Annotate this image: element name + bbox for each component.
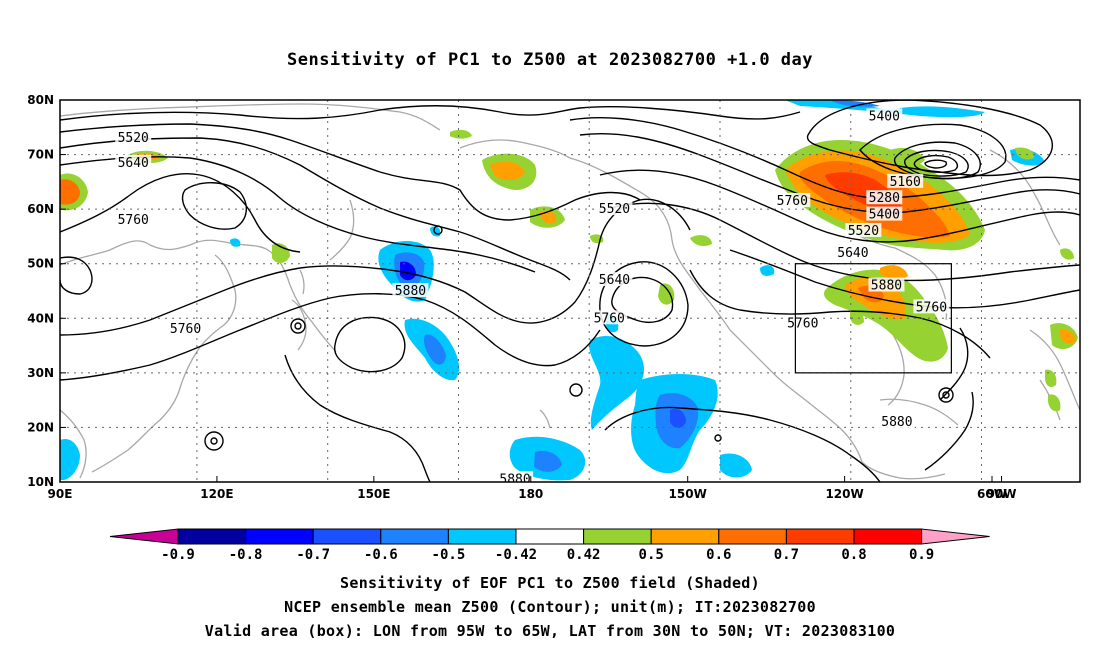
coastlines xyxy=(60,103,1080,480)
contour-label: 5400 xyxy=(869,109,900,124)
contour-label-bg xyxy=(866,108,903,123)
contour-label-bg xyxy=(866,190,903,205)
lat-tick-label: 80N xyxy=(27,93,54,107)
colorbar-label: -0.42 xyxy=(495,547,537,563)
footer-valid-area-caption: Valid area (box): LON from 95W to 65W, L… xyxy=(204,622,896,640)
colorbar: -0.9 -0.8 -0.7 -0.6 -0.5 -0.42 0.42 0.5 0.6 0.7 0.… xyxy=(109,528,990,563)
lat-tick-label: 50N xyxy=(27,257,54,271)
contour-label: 5520 xyxy=(118,131,149,146)
colorbar-high-arrow xyxy=(921,528,990,545)
contour-labels: 5520 5640 5760 5760 5880 5520 5640 5760 5760 5760… xyxy=(115,108,950,487)
contour-label-bg xyxy=(115,154,152,169)
contour-label-bg xyxy=(834,244,871,259)
contour-label: 5880 xyxy=(499,472,530,487)
colorbar-label: 0.5 xyxy=(639,547,664,563)
colorbar-segment xyxy=(785,528,855,545)
contour-label-bg xyxy=(774,192,811,207)
contour-label-bg xyxy=(115,212,152,227)
colorbar-segment xyxy=(853,528,923,545)
colorbar-label: 0.9 xyxy=(909,547,934,563)
lat-tick-label: 10N xyxy=(27,475,54,489)
contour-label: 5160 xyxy=(890,175,921,190)
contour-label-bg xyxy=(887,173,924,188)
contour-label: 5880 xyxy=(881,415,912,430)
contour-label-bg xyxy=(784,315,821,330)
contour-label: 5280 xyxy=(869,191,900,206)
colorbar-segment xyxy=(583,528,652,545)
lat-tick-label: 40N xyxy=(27,311,54,325)
lon-tick-label: 180 xyxy=(518,487,543,501)
lon-tick-label: 120W xyxy=(825,487,863,501)
contour-label-bg xyxy=(596,201,633,216)
lon-tick-label: 150E xyxy=(357,487,390,501)
colorbar-segment xyxy=(650,528,720,545)
contour-label: 5640 xyxy=(599,273,630,288)
contour-label: 5880 xyxy=(871,279,902,294)
lon-tick-label: 120E xyxy=(200,487,233,501)
sensitivity-shading xyxy=(60,100,1078,481)
lat-tick-label: 60N xyxy=(27,202,54,216)
colorbar-label: -0.8 xyxy=(229,547,263,563)
contour-label: 5400 xyxy=(869,208,900,223)
colorbar-segment xyxy=(380,528,449,545)
contour-label-bg xyxy=(845,222,882,237)
footer-contour-caption: NCEP ensemble mean Z500 (Contour); unit(… xyxy=(284,598,816,616)
plot-frame xyxy=(59,99,1081,483)
contour-label: 5520 xyxy=(599,202,630,217)
contour-label: 5640 xyxy=(118,156,149,171)
contour-label: 5760 xyxy=(118,213,149,228)
colorbar-segment xyxy=(312,528,382,545)
colorbar-label: 0.8 xyxy=(841,547,866,563)
contour-label: 5760 xyxy=(787,317,818,332)
lat-tick-label: 30N xyxy=(27,366,54,380)
colorbar-segment xyxy=(718,528,787,545)
contour-label-bg xyxy=(591,310,628,325)
colorbar-low-arrow xyxy=(109,528,179,545)
contour-label-bg xyxy=(868,277,905,292)
lat-tick-label: 20N xyxy=(27,420,54,434)
colorbar-segment xyxy=(245,528,314,545)
colorbar-label: -0.9 xyxy=(161,547,195,563)
map-gridlines xyxy=(60,100,1080,482)
contour-label: 5640 xyxy=(837,246,868,261)
lon-tick-label: 90W xyxy=(987,487,1017,501)
contour-label-bg xyxy=(596,272,633,287)
lat-tick-label: 70N xyxy=(27,148,54,162)
colorbar-segment xyxy=(177,528,247,545)
contour-label: 5760 xyxy=(594,311,625,326)
colorbar-label: 0.7 xyxy=(774,547,799,563)
colorbar-segment xyxy=(515,528,585,545)
contour-label-bg xyxy=(167,321,204,336)
contour-label-bg xyxy=(392,283,429,297)
contour-label: 5760 xyxy=(170,322,201,337)
lon-tick-label: 90E xyxy=(48,487,73,501)
colorbar-label: -0.7 xyxy=(296,547,330,563)
contour-label-bg xyxy=(115,130,152,145)
footer-shading-caption: Sensitivity of EOF PC1 to Z500 field (Sh… xyxy=(340,574,760,592)
contour-label: 5760 xyxy=(777,194,808,209)
map-title: Sensitivity of PC1 to Z500 at 2023082700… xyxy=(286,50,813,70)
contour-label: 5880 xyxy=(395,284,426,299)
colorbar-label: -0.6 xyxy=(364,547,398,563)
contour-label-bg xyxy=(878,413,915,428)
contour-label-bg xyxy=(866,206,903,221)
contour-label: 5760 xyxy=(916,300,947,315)
colorbar-segment xyxy=(447,528,517,545)
colorbar-label: 0.6 xyxy=(706,547,731,563)
colorbar-label: -0.5 xyxy=(432,547,466,563)
contour-label-bg xyxy=(497,471,534,482)
lon-tick-label: 60W xyxy=(977,487,1007,501)
contour-label-bg xyxy=(913,299,950,314)
valid-area-box xyxy=(794,263,952,374)
contour-label: 5520 xyxy=(848,224,879,239)
colorbar-label: 0.42 xyxy=(567,547,601,563)
lon-tick-label: 150W xyxy=(669,487,707,501)
